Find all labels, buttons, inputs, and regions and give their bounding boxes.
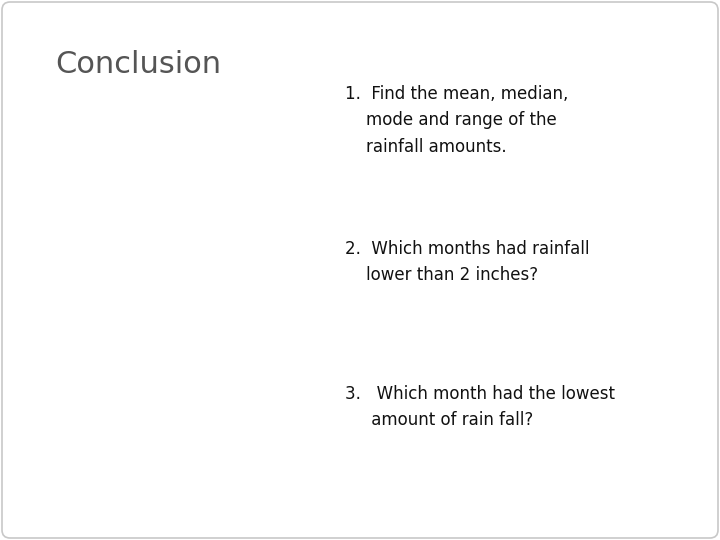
Text: Average Rainfall in: Average Rainfall in [109,203,215,213]
Text: 3.   Which month had the lowest
     amount of rain fall?: 3. Which month had the lowest amount of … [345,385,615,429]
X-axis label: Month: Month [145,511,179,521]
Bar [123,346,150,491]
Text: Warm Temperate Climate: Warm Temperate Climate [92,222,232,232]
Bar [73,274,100,491]
Bar [174,419,201,491]
Text: 1.  Find the mean, median,
    mode and range of the
    rainfall amounts.: 1. Find the mean, median, mode and range… [345,85,568,156]
Y-axis label: Rainfall (in.): Rainfall (in.) [29,339,37,390]
Text: Conclusion: Conclusion [55,50,221,79]
Text: 2.  Which months had rainfall
    lower than 2 inches?: 2. Which months had rainfall lower than … [345,240,590,285]
Bar [224,274,251,491]
FancyBboxPatch shape [61,184,263,238]
